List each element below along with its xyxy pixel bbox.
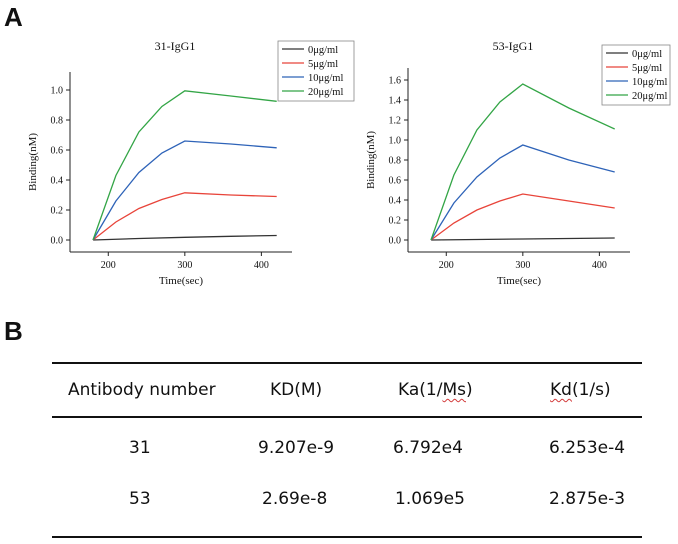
table-bottom-rule (52, 536, 642, 538)
y-tick-label: 0.0 (389, 236, 402, 247)
header-kd-m: KD(M) (270, 380, 323, 400)
table-cell: 6.792e4 (393, 438, 463, 458)
legend-box (601, 44, 671, 106)
y-tick-label: 0.6 (389, 176, 402, 187)
y-tick-label: 0.2 (51, 206, 64, 217)
chart-title: 31-IgG1 (155, 39, 196, 53)
series-line-5gml (92, 192, 277, 241)
x-tick-label: 200 (101, 260, 116, 271)
legend-label: 20μg/ml (632, 91, 667, 102)
table-cell: 9.207e-9 (258, 438, 335, 458)
header-ka: Ka(1/Ms) (398, 380, 473, 400)
table-cell: 53 (129, 489, 151, 509)
table-cell: 6.253e-4 (549, 438, 626, 458)
series-line-5gml (430, 193, 615, 241)
legend-label: 0μg/ml (308, 45, 338, 56)
chart-title: 53-IgG1 (493, 39, 534, 53)
series-line-10gml (430, 144, 615, 241)
chart-31-igg1: 31-IgG1 0.0 0.2 0.4 0.6 0.8 1.0 200 300 400 Time(s… (27, 39, 355, 287)
series-line-0gml (92, 234, 277, 241)
panel-label-b: B (4, 316, 23, 346)
legend-label: 10μg/ml (308, 73, 343, 84)
table-header-rule (52, 416, 642, 418)
legend-label: 5μg/ml (308, 59, 338, 70)
legend-label: 0μg/ml (632, 49, 662, 60)
x-tick-label: 400 (592, 260, 607, 271)
series-line-0gml (430, 237, 615, 241)
legend-label: 5μg/ml (632, 63, 662, 74)
table-cell: 31 (129, 438, 151, 458)
y-tick-label: 1.0 (389, 136, 402, 147)
chart-53-igg1: 53-IgG1 0.0 0.2 0.4 0.6 0.8 1.0 1.2 1.4 1.6 200 300… (365, 39, 671, 287)
y-tick-label: 0.0 (51, 236, 64, 247)
y-tick-label: 0.6 (51, 146, 64, 157)
y-tick-label: 1.2 (389, 116, 402, 127)
x-axis-label: Time(sec) (497, 275, 542, 287)
y-tick-label: 1.6 (389, 76, 402, 87)
table-cell: 2.69e-8 (262, 489, 328, 509)
panel-label-a: A (4, 2, 23, 32)
x-axis-label: Time(sec) (159, 275, 204, 287)
x-tick-label: 300 (177, 260, 192, 271)
series-line-20gml (92, 90, 277, 241)
y-tick-label: 0.8 (51, 116, 64, 127)
y-axis-label: Binding(nM) (365, 131, 377, 189)
table-cell: 1.069e5 (395, 489, 465, 509)
series-line-10gml (92, 140, 277, 241)
y-tick-label: 1.0 (51, 86, 64, 97)
legend-label: 10μg/ml (632, 77, 667, 88)
legend-label: 20μg/ml (308, 87, 343, 98)
y-tick-label: 0.8 (389, 156, 402, 167)
y-axis-label: Binding(nM) (27, 133, 39, 191)
x-tick-label: 400 (254, 260, 269, 271)
y-tick-label: 1.4 (389, 96, 402, 107)
y-tick-label: 0.2 (389, 216, 402, 227)
table-top-rule (52, 362, 642, 364)
series-line-20gml (430, 83, 615, 241)
header-kd-1s: Kd(1/s) (550, 380, 611, 400)
y-tick-label: 0.4 (51, 176, 64, 187)
y-tick-label: 0.4 (389, 196, 402, 207)
table-cell: 2.875e-3 (549, 489, 626, 509)
x-tick-label: 300 (515, 260, 530, 271)
header-antibody-number: Antibody number (68, 380, 216, 400)
x-tick-label: 200 (439, 260, 454, 271)
